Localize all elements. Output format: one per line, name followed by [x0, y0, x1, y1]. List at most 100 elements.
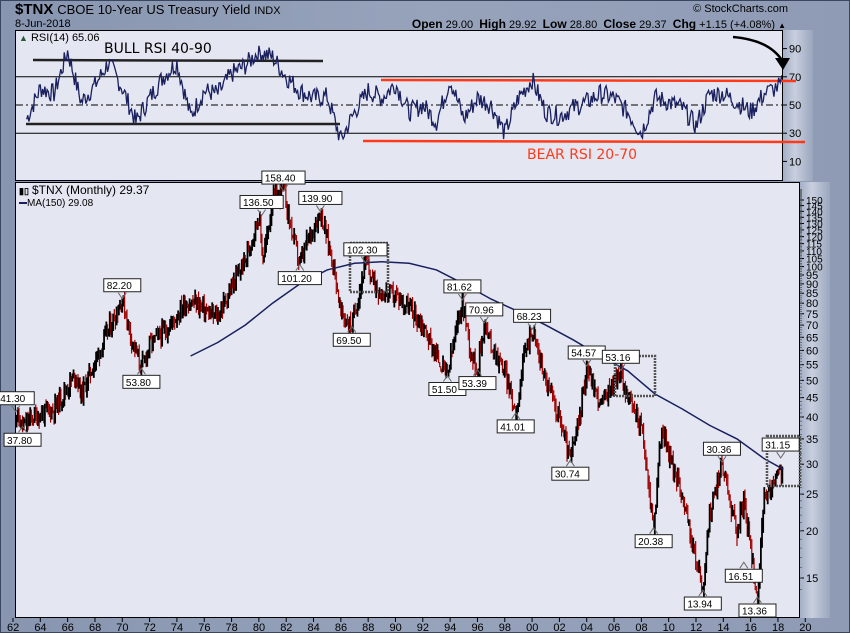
price-tick-label: 55: [806, 360, 818, 372]
price-tick-label: 35: [806, 434, 818, 446]
price-label-text: 101.20: [281, 274, 312, 285]
bear-band-bottom: [362, 139, 806, 144]
price-tick-label: 105: [806, 255, 823, 266]
price-tick-label: 90: [806, 279, 818, 291]
x-tick-label: 62: [7, 622, 19, 633]
price-label-box: [239, 194, 284, 209]
x-tick-label: 92: [417, 622, 429, 633]
price-tick-label: 40: [806, 412, 818, 424]
rsi-tick-label: 30: [789, 128, 801, 140]
x-tick-label: 02: [553, 622, 565, 633]
x-tick-label: 94: [444, 622, 456, 633]
high-label: High: [479, 17, 506, 31]
price-label-text: 13.94: [687, 600, 712, 611]
price-tick-label: 145: [806, 202, 823, 213]
low-value: 28.80: [569, 19, 598, 31]
price-tick-label: 110: [806, 247, 822, 258]
price-label-text: 41.01: [500, 422, 525, 433]
label-pointer: [361, 256, 370, 264]
x-tick-label: 80: [253, 622, 265, 633]
price-label-box: [261, 170, 306, 185]
x-tick-label: 06: [608, 622, 620, 633]
x-tick-label: 74: [171, 622, 183, 633]
rsi-tick-label: 50: [789, 100, 801, 112]
price-tick-label: 130: [806, 219, 823, 230]
chg-label: Chg: [672, 17, 697, 31]
price-label-box: [343, 242, 388, 257]
chg-value: +1.15 (+4.08%): [699, 19, 776, 31]
label-pointer: [279, 184, 288, 192]
price-label-text: 136.50: [243, 198, 274, 209]
rsi-line: [26, 45, 782, 141]
rsi-legend-icon: ▲: [19, 33, 28, 43]
price-label-text: 13.36: [742, 607, 767, 618]
label-pointer: [136, 367, 146, 375]
rsi-legend-text: RSI(14) 65.06: [30, 32, 100, 44]
label-pointer: [527, 323, 537, 331]
price-label-box: [738, 603, 777, 618]
price-label-box: [761, 437, 800, 452]
x-tick-label: 16: [745, 622, 757, 633]
price-tick-label: 65: [806, 332, 818, 344]
label-pointer: [616, 364, 626, 372]
label-pointer: [315, 205, 325, 213]
price-label-text: 37.80: [7, 436, 32, 447]
price-label-box: [724, 568, 763, 583]
high-value: 29.92: [509, 19, 537, 31]
ohlc-summary: Open 29.00 High 29.92 Low 28.80 Close 29…: [412, 17, 786, 31]
rsi-tick-label: 10: [789, 156, 801, 168]
x-tick-label: 86: [335, 622, 347, 633]
x-tick-label: 98: [499, 622, 511, 633]
bull-band-top: [32, 58, 324, 63]
label-pointer: [776, 451, 786, 459]
label-pointer: [295, 263, 305, 271]
price-label-box: [332, 332, 371, 347]
price-label-text: 54.57: [571, 348, 596, 359]
bear-rsi-annotation: BEAR RSI 20-70: [527, 147, 637, 163]
price-label-text: 51.50: [432, 385, 457, 396]
price-tick-label: 125: [806, 226, 823, 237]
x-tick-label: 78: [226, 622, 238, 633]
price-tick-label: 80: [806, 298, 818, 310]
price-tick-label: 70: [806, 320, 818, 332]
price-tick-label: 25: [806, 489, 818, 501]
price-label-box: [3, 432, 42, 447]
up-arrow-icon: ▲: [778, 21, 786, 30]
price-label-text: 30.74: [555, 470, 580, 481]
price-tick-label: 100: [806, 263, 823, 274]
price-label-box: [513, 308, 552, 323]
label-pointer: [442, 374, 452, 382]
price-label-text: 41.30: [0, 394, 25, 405]
label-pointer: [717, 455, 727, 464]
x-tick-label: 08: [635, 622, 647, 633]
bull-rsi-annotation: BULL RSI 40-90: [104, 41, 212, 57]
label-pointer: [649, 526, 659, 534]
x-tick-label: 84: [308, 622, 320, 633]
x-tick-label: 00: [526, 622, 538, 633]
x-tick-label: 72: [144, 622, 156, 633]
price-label-text: 53.80: [126, 378, 151, 389]
ma-legend-text: MA(150) 29.08: [27, 198, 94, 209]
price-tick-label: 45: [806, 393, 818, 405]
price-tick-label: 85: [806, 288, 818, 300]
highlight-box: [765, 434, 802, 488]
label-pointer: [739, 561, 749, 569]
price-tick-label: 115: [806, 240, 822, 251]
label-pointer: [117, 292, 127, 300]
price-label-box: [277, 271, 322, 286]
label-pointer: [347, 325, 357, 333]
x-tick-label: 82: [280, 622, 292, 633]
label-pointer: [18, 425, 27, 433]
price-label-box: [0, 391, 35, 406]
x-tick-label: 76: [198, 622, 210, 633]
price-label-text: 68.23: [517, 312, 542, 323]
arrow-head-icon: [775, 58, 790, 70]
price-axis-strip: [800, 182, 830, 618]
price-label-box: [551, 466, 590, 481]
price-label-text: 81.62: [447, 282, 472, 293]
price-label-box: [634, 534, 673, 549]
price-label-box: [458, 376, 497, 391]
price-label-text: 30.36: [706, 445, 731, 456]
price-tick-label: 60: [806, 345, 818, 357]
